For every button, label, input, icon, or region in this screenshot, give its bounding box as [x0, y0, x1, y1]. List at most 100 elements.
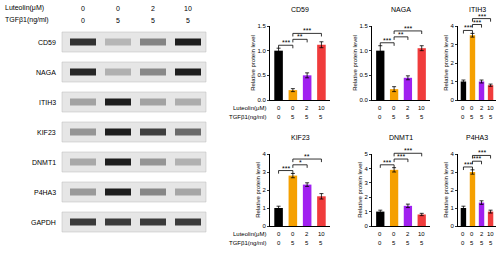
svg-text:Relative protein level: Relative protein level: [250, 35, 256, 91]
svg-text:0.5: 0.5: [359, 72, 368, 78]
svg-text:5: 5: [392, 114, 396, 120]
svg-text:5: 5: [480, 240, 484, 246]
svg-text:***: ***: [473, 19, 481, 26]
svg-text:5: 5: [420, 240, 424, 246]
svg-text:5: 5: [470, 114, 474, 120]
svg-text:3: 3: [450, 169, 454, 175]
svg-text:4: 4: [262, 151, 266, 157]
svg-text:5: 5: [364, 151, 368, 157]
svg-text:Luteolin(μM): Luteolin(μM): [233, 231, 266, 237]
svg-text:***: ***: [383, 159, 391, 166]
svg-text:0: 0: [392, 105, 396, 111]
svg-text:***: ***: [282, 39, 290, 46]
svg-text:2: 2: [305, 231, 309, 237]
svg-text:5: 5: [489, 240, 493, 246]
svg-text:0: 0: [364, 223, 368, 229]
svg-text:Relative protein level: Relative protein level: [255, 162, 261, 218]
svg-text:0: 0: [461, 114, 465, 120]
svg-text:4: 4: [364, 166, 368, 172]
svg-text:5: 5: [116, 17, 120, 24]
svg-text:0: 0: [81, 5, 85, 12]
svg-text:NAGA: NAGA: [391, 6, 411, 13]
svg-text:5: 5: [291, 240, 295, 246]
svg-text:2: 2: [406, 105, 410, 111]
svg-text:0: 0: [291, 105, 295, 111]
svg-text:0: 0: [81, 17, 85, 24]
svg-text:Luteolin(μM): Luteolin(μM): [5, 4, 44, 12]
svg-text:CD59: CD59: [38, 39, 56, 46]
svg-text:TGFβ1(ng/ml): TGFβ1(ng/ml): [5, 16, 49, 24]
svg-text:Relative protein level: Relative protein level: [443, 162, 449, 218]
svg-text:1.0: 1.0: [359, 48, 368, 54]
svg-text:CD59: CD59: [291, 6, 309, 13]
svg-text:***: ***: [303, 27, 311, 34]
svg-text:5: 5: [305, 240, 309, 246]
svg-text:DNMT1: DNMT1: [389, 134, 413, 141]
svg-text:0: 0: [277, 231, 281, 237]
svg-text:***: ***: [464, 24, 472, 31]
svg-text:1: 1: [450, 79, 454, 85]
svg-text:ITIH3: ITIH3: [39, 99, 56, 106]
svg-text:0: 0: [378, 231, 382, 237]
svg-text:***: ***: [282, 165, 290, 172]
svg-text:***: ***: [478, 13, 486, 20]
svg-text:0: 0: [277, 240, 281, 246]
svg-text:5: 5: [151, 17, 155, 24]
svg-text:0: 0: [262, 223, 266, 229]
svg-text:1.0: 1.0: [257, 48, 266, 54]
svg-text:5: 5: [406, 114, 410, 120]
svg-text:0: 0: [470, 105, 474, 111]
svg-text:5: 5: [480, 114, 484, 120]
svg-text:2: 2: [262, 187, 266, 193]
svg-text:0: 0: [378, 240, 382, 246]
svg-text:2: 2: [480, 105, 484, 111]
svg-text:Relative protein level: Relative protein level: [443, 35, 449, 91]
svg-text:1: 1: [262, 205, 266, 211]
svg-text:2: 2: [406, 231, 410, 237]
svg-text:10: 10: [318, 105, 325, 111]
svg-text:DNMT1: DNMT1: [32, 159, 56, 166]
svg-text:TGFβ1(ng/ml): TGFβ1(ng/ml): [229, 240, 266, 246]
svg-text:5: 5: [319, 114, 323, 120]
svg-text:0: 0: [470, 231, 474, 237]
svg-text:0: 0: [291, 231, 295, 237]
svg-text:0: 0: [116, 5, 120, 12]
svg-text:**: **: [398, 31, 404, 38]
svg-text:0: 0: [450, 97, 454, 103]
svg-text:0: 0: [450, 223, 454, 229]
svg-text:***: ***: [464, 161, 472, 168]
svg-text:***: ***: [397, 153, 405, 160]
svg-text:5: 5: [319, 240, 323, 246]
svg-text:0: 0: [378, 105, 382, 111]
svg-text:ITIH3: ITIH3: [469, 6, 486, 13]
svg-text:5: 5: [305, 114, 309, 120]
svg-text:TGFβ1(ng/ml): TGFβ1(ng/ml): [229, 114, 266, 120]
svg-text:10: 10: [487, 105, 494, 111]
svg-text:Relative protein level: Relative protein level: [352, 35, 358, 91]
svg-text:0: 0: [277, 105, 281, 111]
svg-text:2: 2: [305, 105, 309, 111]
svg-text:1: 1: [364, 209, 368, 215]
svg-text:10: 10: [418, 105, 425, 111]
svg-text:5: 5: [470, 240, 474, 246]
svg-text:P4HA3: P4HA3: [34, 189, 56, 196]
svg-text:0.0: 0.0: [359, 97, 368, 103]
svg-text:Luteolin(μM): Luteolin(μM): [233, 105, 266, 111]
svg-text:1.5: 1.5: [359, 23, 368, 29]
svg-text:Relative protein level: Relative protein level: [357, 162, 363, 218]
svg-text:0: 0: [461, 105, 465, 111]
svg-text:1: 1: [450, 205, 454, 211]
svg-text:2: 2: [480, 231, 484, 237]
svg-text:5: 5: [392, 240, 396, 246]
svg-text:NAGA: NAGA: [36, 69, 56, 76]
svg-text:4: 4: [450, 151, 454, 157]
svg-text:5: 5: [186, 17, 190, 24]
svg-text:P4HA3: P4HA3: [466, 134, 488, 141]
svg-text:0.5: 0.5: [257, 72, 266, 78]
svg-text:4: 4: [450, 23, 454, 29]
svg-text:0: 0: [461, 240, 465, 246]
svg-text:2: 2: [450, 60, 454, 66]
svg-text:10: 10: [318, 231, 325, 237]
svg-text:10: 10: [184, 5, 192, 12]
svg-text:***: ***: [404, 147, 412, 154]
